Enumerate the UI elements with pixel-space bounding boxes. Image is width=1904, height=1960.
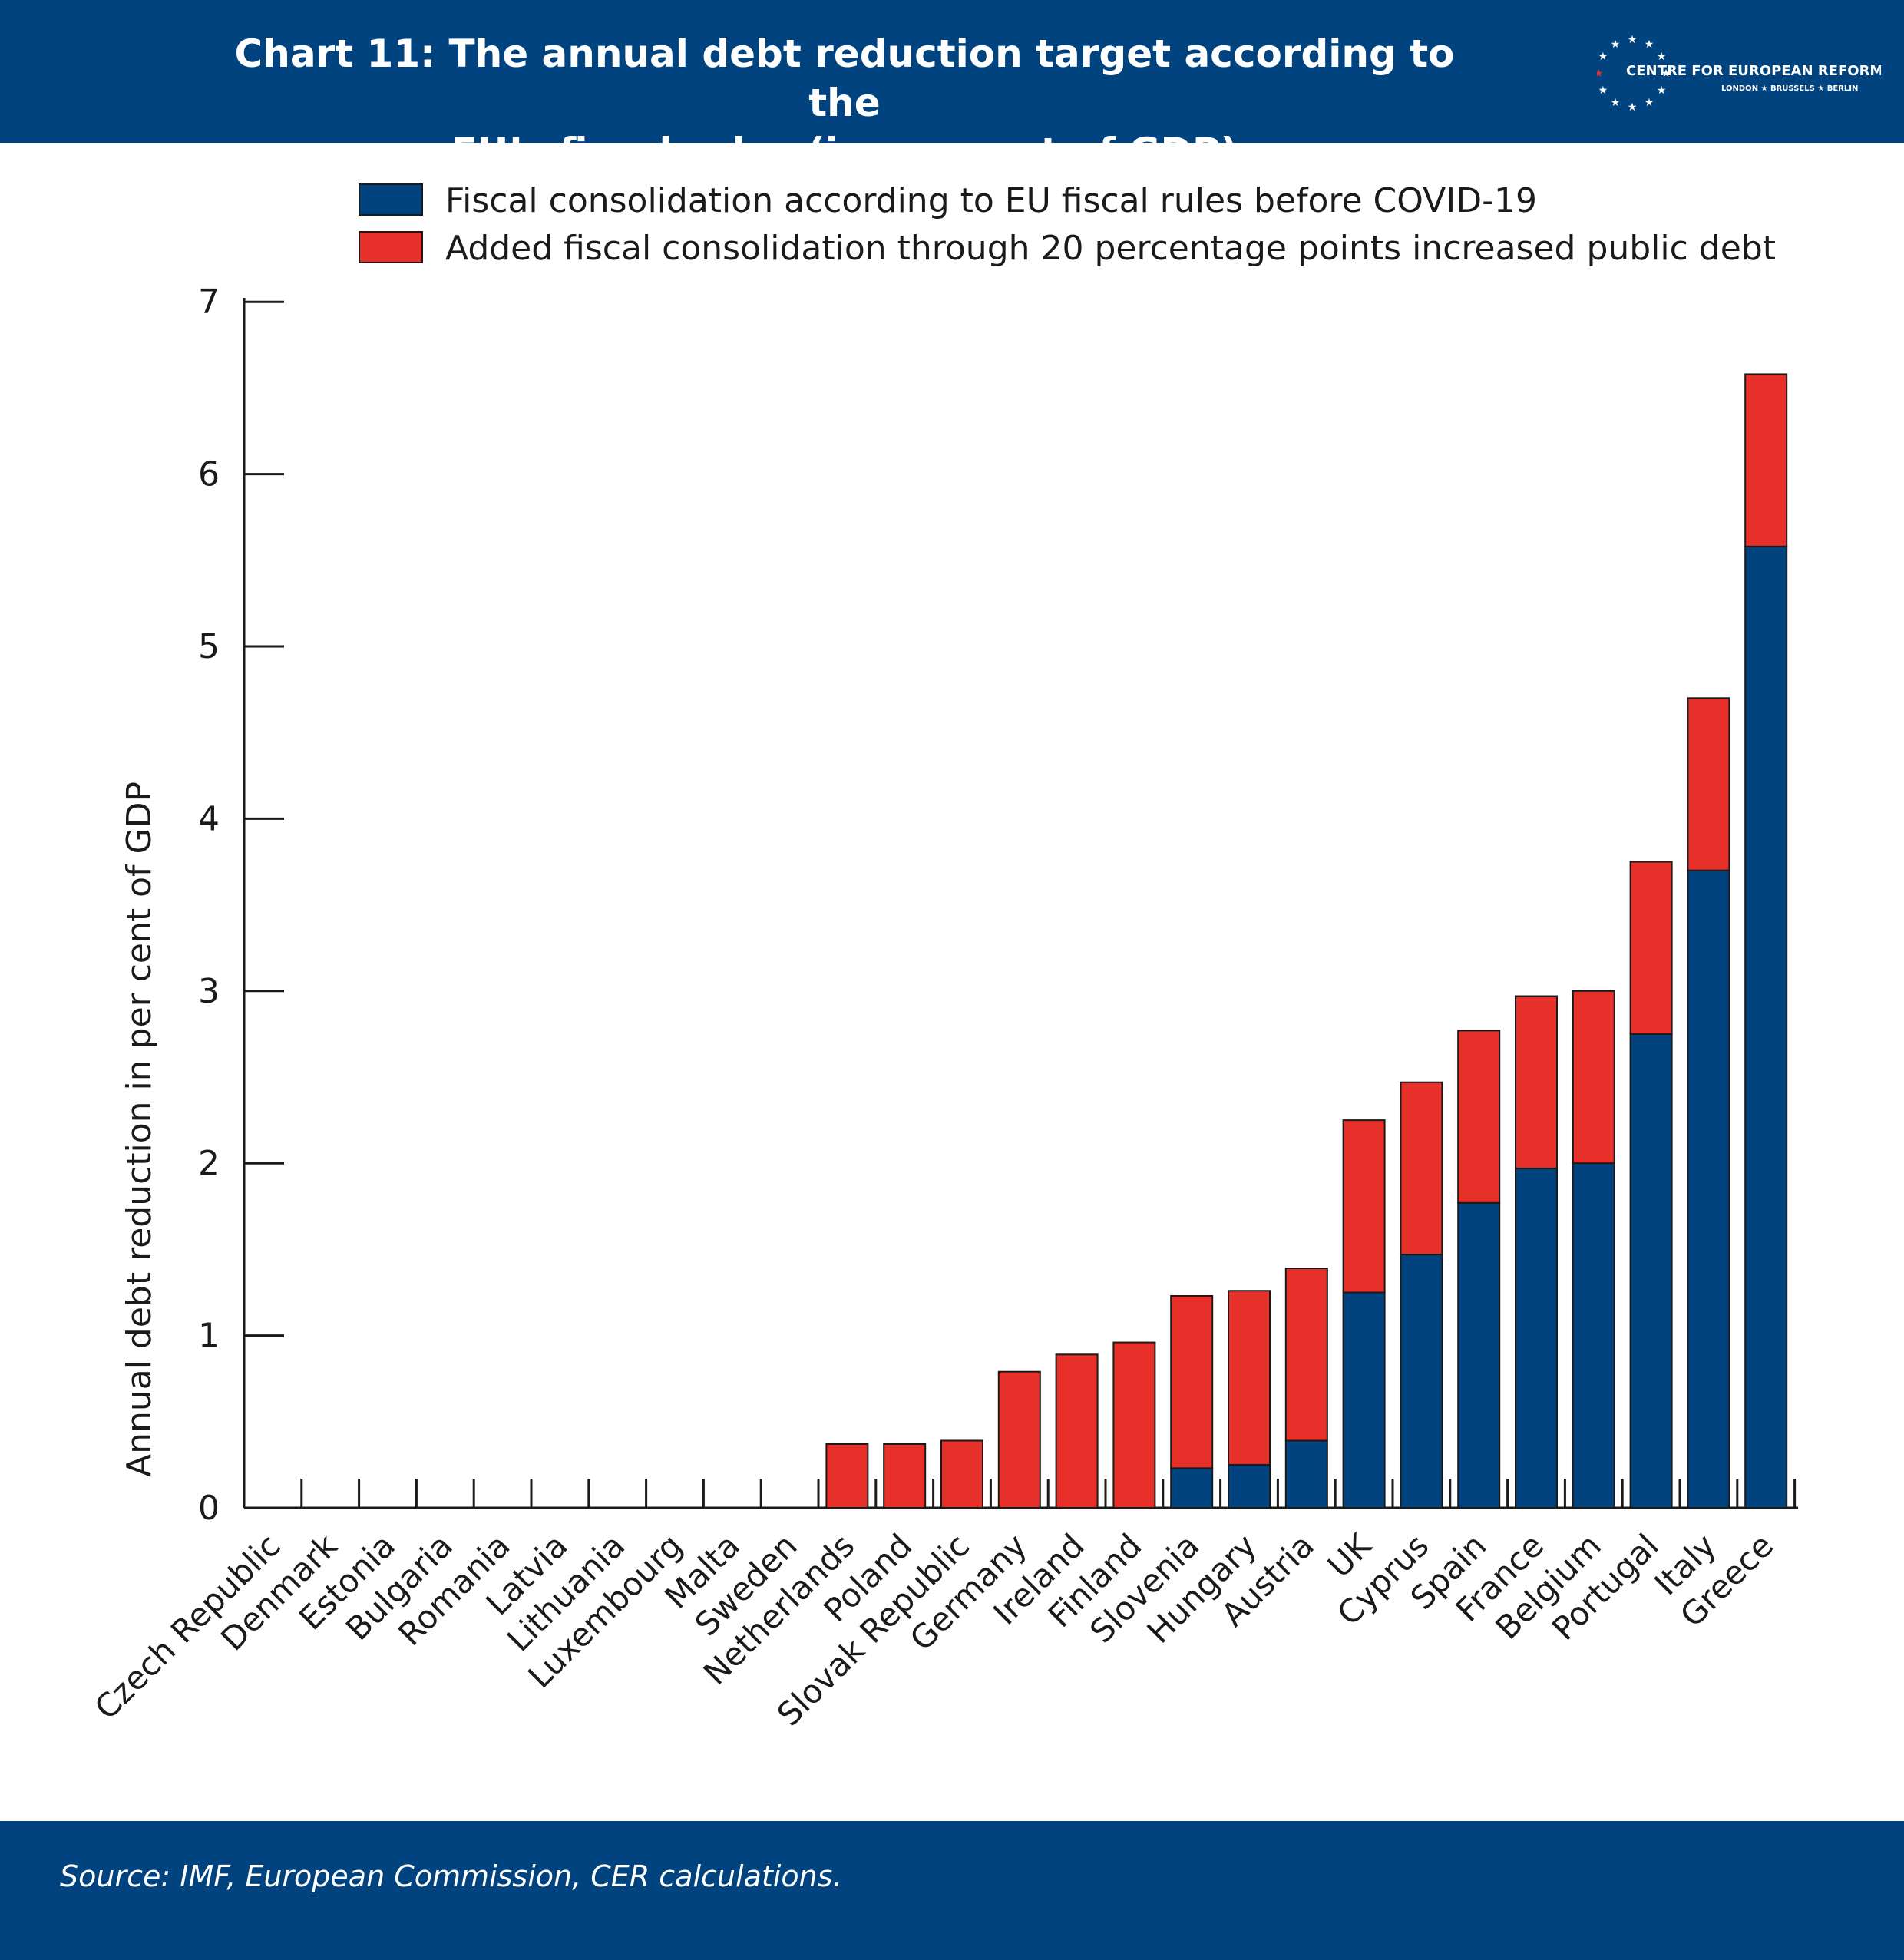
bar-segment-red: [1400, 1081, 1443, 1256]
y-axis-title: Annual debt reduction in per cent of GDP: [120, 782, 159, 1477]
bar-segment-blue: [1284, 1439, 1328, 1509]
bar-segment-red: [1629, 861, 1673, 1035]
chart-area: Fiscal consolidation according to EU fis…: [88, 181, 1798, 1734]
bar-segment-red: [1342, 1119, 1386, 1294]
bar-segment-blue: [1515, 1167, 1558, 1509]
star-icon: ★: [1645, 97, 1654, 109]
star-icon: ★: [1628, 34, 1638, 46]
y-tick-label: 0: [198, 1489, 220, 1528]
bar-segment-red: [825, 1443, 869, 1509]
bar-segment-blue: [1342, 1291, 1386, 1509]
legend-swatch-red: [359, 231, 423, 263]
legend: Fiscal consolidation according to EU fis…: [359, 181, 1776, 268]
bar-segment-red: [1457, 1030, 1501, 1204]
source-note: Source: IMF, European Commission, CER ca…: [60, 1859, 842, 1893]
legend-swatch-blue: [359, 183, 423, 216]
bar-segment-red: [1170, 1294, 1214, 1469]
y-tick-label: 2: [198, 1144, 220, 1183]
star-icon: ★: [1597, 68, 1603, 80]
bar-segment-red: [1687, 697, 1730, 871]
bar-segment-red: [1284, 1268, 1328, 1442]
star-icon: ★: [1645, 38, 1654, 51]
logo-cities: LONDON ★ BRUSSELS ★ BERLIN: [1721, 84, 1858, 93]
legend-label-red: Added fiscal consolidation through 20 pe…: [445, 229, 1776, 268]
legend-label-blue: Fiscal consolidation according to EU fis…: [445, 181, 1537, 220]
star-icon: ★: [1661, 68, 1671, 80]
bar-segment-red: [1112, 1341, 1156, 1509]
bar-segment-blue: [1744, 545, 1788, 1509]
bar-segment-red: [1744, 373, 1788, 547]
eu-stars-icon: ★ ★★★★★★★★★★★: [1597, 34, 1671, 114]
y-tick-label: 3: [198, 972, 220, 1011]
chart-header-banner: Chart 11: The annual debt reduction targ…: [0, 0, 1904, 174]
bar-segment-red: [940, 1439, 983, 1509]
star-icon: ★: [1611, 38, 1621, 51]
star-icon: ★: [1657, 84, 1667, 97]
cer-logo: ★ ★★★★★★★★★★★ CENTRE FOR EUROPEAN REFORM …: [1597, 34, 1881, 114]
bar-segment-red: [1515, 995, 1558, 1169]
star-icon: ★: [1628, 101, 1638, 114]
chart-title: Chart 11: The annual debt reduction targ…: [230, 29, 1459, 177]
bar-segment-red: [883, 1443, 927, 1509]
y-tick-label: 7: [198, 283, 220, 322]
logo-name: CENTRE FOR EUROPEAN REFORM: [1626, 63, 1881, 79]
bar-segment-red: [997, 1370, 1041, 1509]
bar-segment-blue: [1629, 1033, 1673, 1509]
star-icon: ★: [1611, 97, 1621, 109]
y-tick-label: 1: [198, 1317, 220, 1356]
bar-segment-blue: [1572, 1162, 1615, 1509]
bar-segment-blue: [1457, 1201, 1501, 1509]
bar-segment-blue: [1228, 1463, 1271, 1509]
bar-segment-red: [1572, 990, 1615, 1165]
bar-segment-blue: [1170, 1467, 1214, 1509]
star-icon: ★: [1598, 51, 1608, 63]
bar-segment-blue: [1687, 869, 1730, 1509]
bar-segment-red: [1055, 1353, 1099, 1509]
bar-segment-red: [1228, 1290, 1271, 1466]
star-icon: ★: [1598, 84, 1608, 97]
y-tick-label: 4: [198, 799, 220, 838]
y-tick-label: 5: [198, 627, 220, 666]
chart-title-line-2: EU’s fiscal rules (in per cent of GDP): [451, 130, 1238, 174]
chart-footer-banner: Source: IMF, European Commission, CER ca…: [0, 1821, 1904, 1960]
chart-title-line-1: Chart 11: The annual debt reduction targ…: [234, 31, 1455, 125]
y-tick-label: 6: [198, 455, 220, 494]
bar-segment-blue: [1400, 1254, 1443, 1509]
star-icon: ★: [1657, 51, 1667, 63]
